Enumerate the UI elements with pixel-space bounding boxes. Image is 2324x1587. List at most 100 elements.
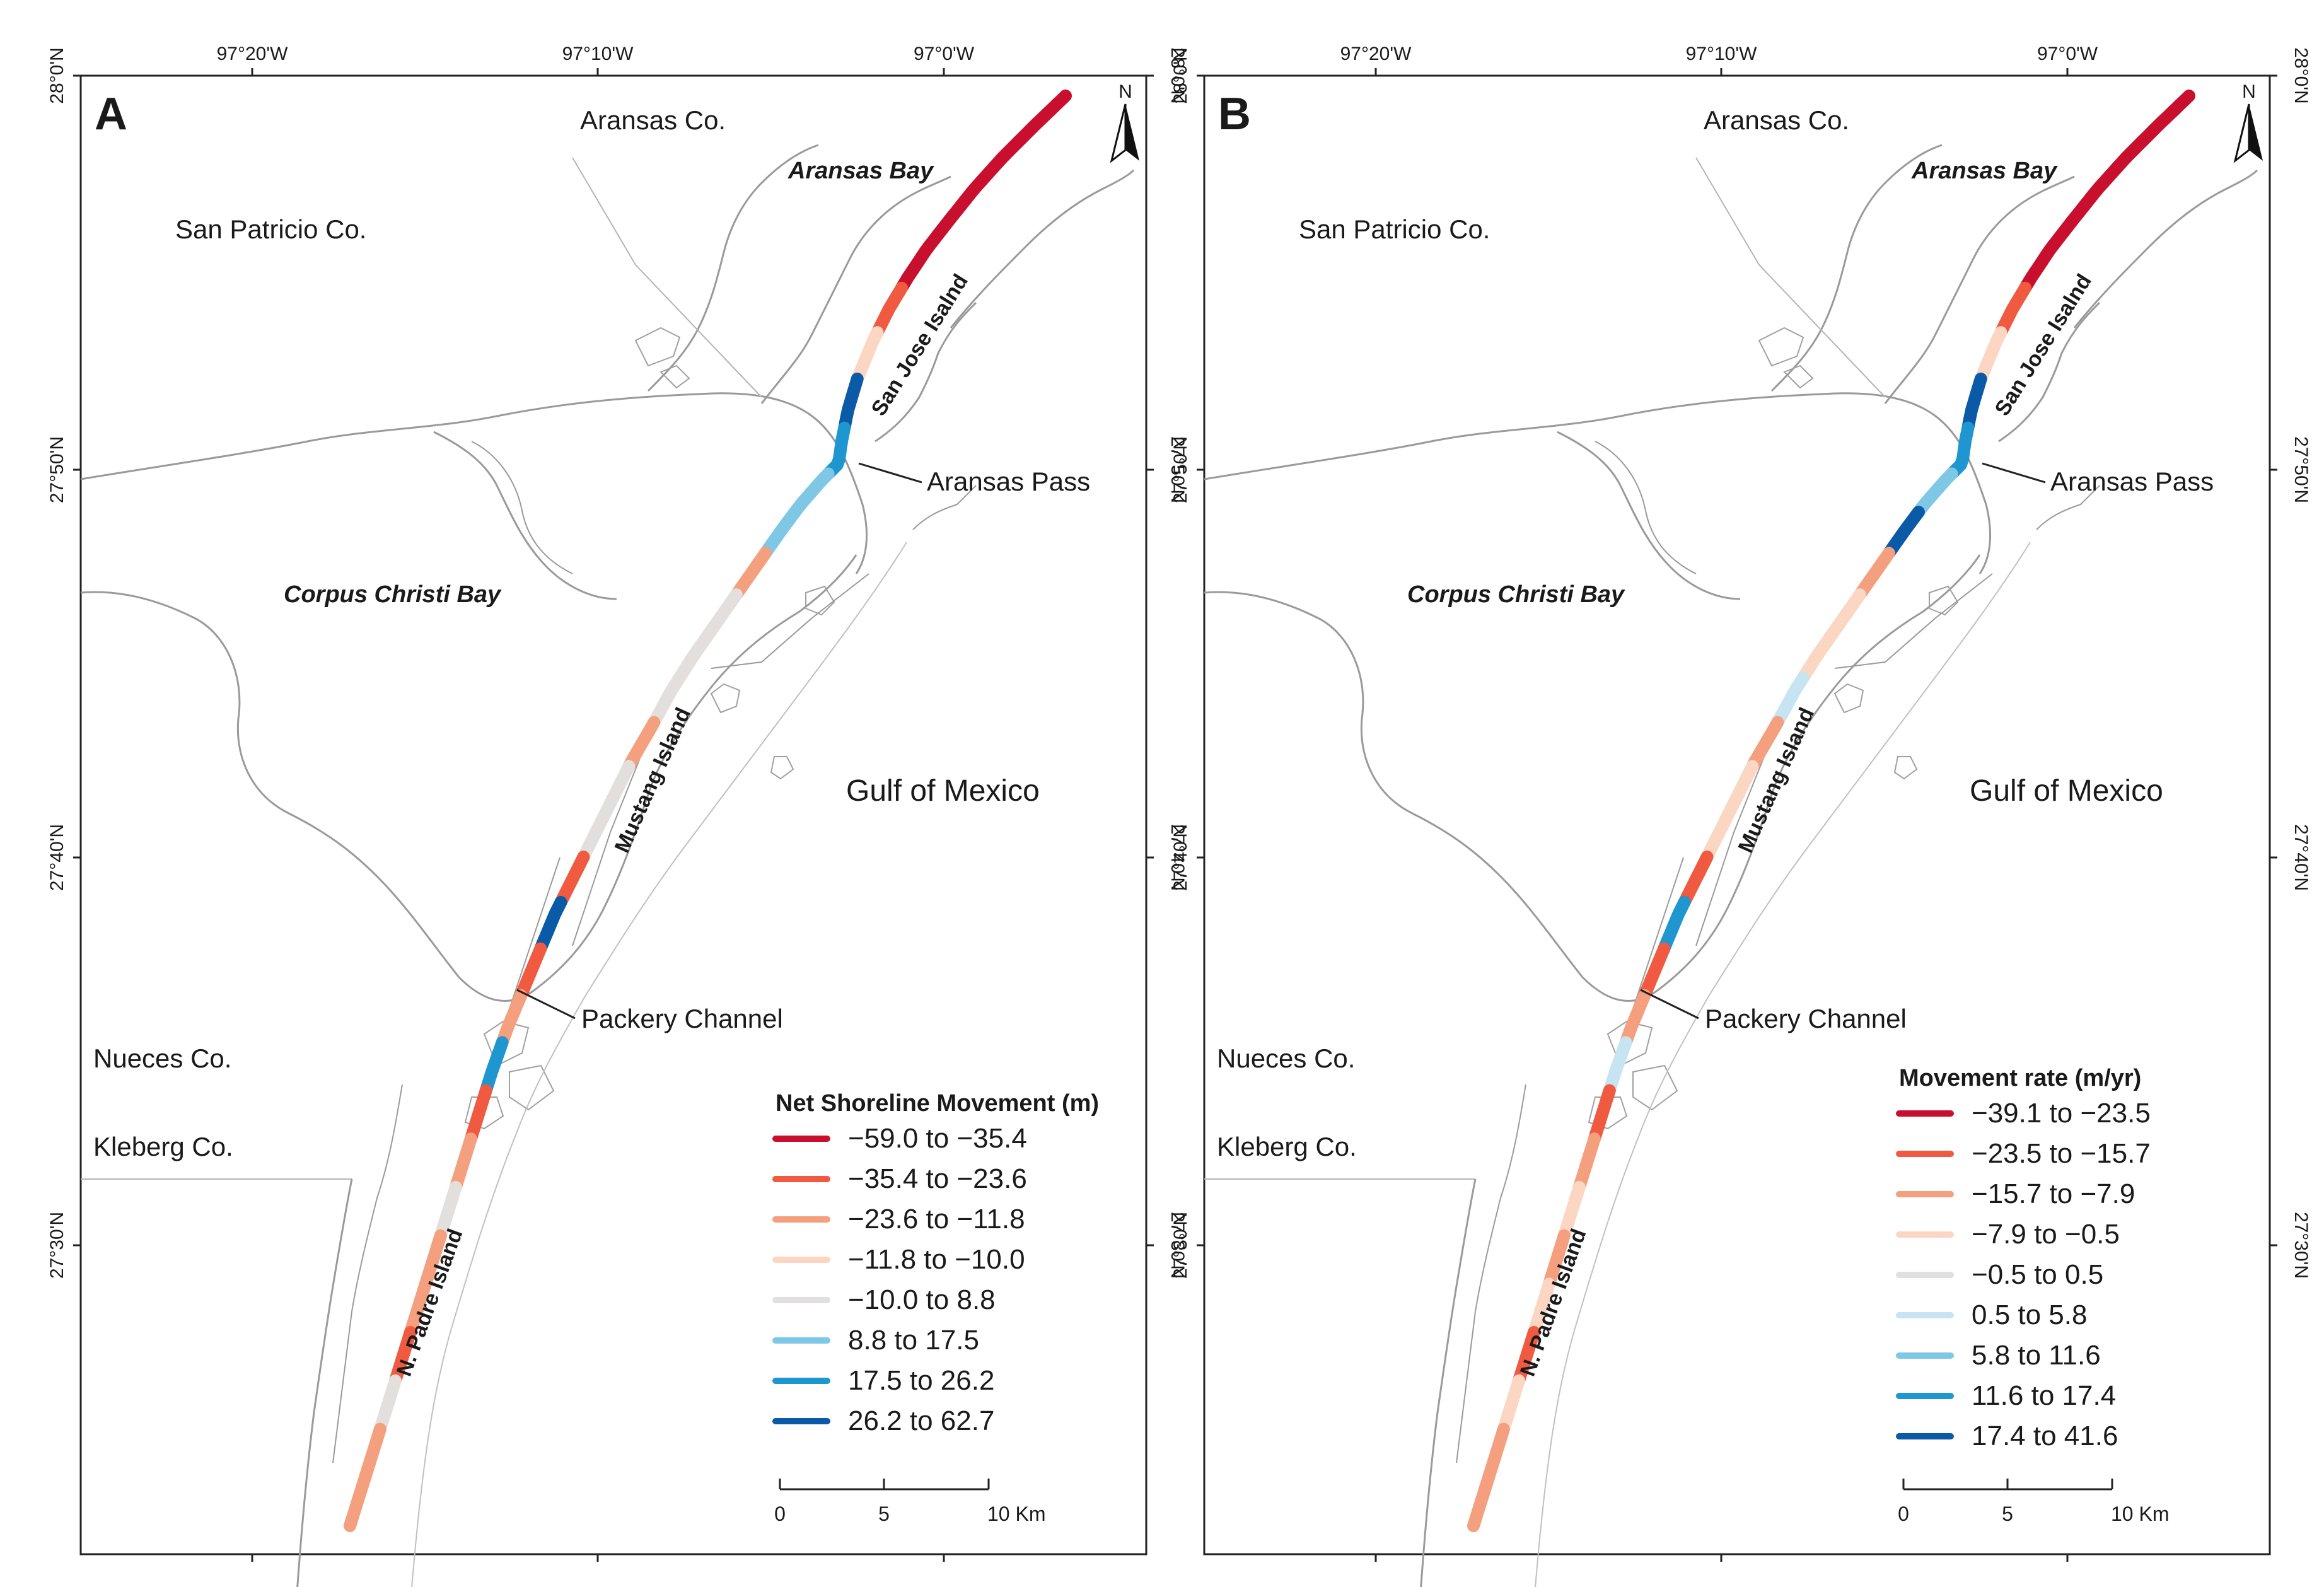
shoreline-segment: [359, 1422, 386, 1484]
shoreline-segment: [895, 239, 936, 294]
shoreline-segment: [1882, 506, 1925, 560]
y-tick-label-right: 27°50'N: [1167, 436, 1188, 503]
legend: Net Shoreline Movement (m) −59.0 to −35.4…: [772, 1090, 1099, 1436]
scale-bar-label: 0: [774, 1503, 786, 1525]
shoreline-segment: [404, 1277, 432, 1339]
label-aransas-county: Aransas Co.: [1704, 105, 1849, 135]
shoreline-segment: [600, 760, 636, 818]
shoreline-segment: [1746, 716, 1784, 773]
label-aransas-bay: Aransas Bay: [1911, 158, 2058, 184]
shoreline-segment: [1700, 805, 1736, 864]
shoreline-segment: [388, 1326, 417, 1387]
y-tick-label-right: 27°30'N: [1167, 1212, 1188, 1279]
x-tick-label: 97°0'W: [2037, 44, 2098, 64]
shoreline-segment: [923, 199, 967, 252]
shoreline-segment: [1482, 1422, 1510, 1484]
label-corpus-christi-bay: Corpus Christi Bay: [284, 581, 502, 608]
shoreline-segment: [577, 805, 613, 864]
shoreline-segment: [648, 671, 686, 729]
label-kleberg-county: Kleberg Co.: [93, 1132, 233, 1161]
shoreline-segment: [1512, 1326, 1540, 1387]
shoreline-segment: [2146, 90, 2195, 137]
panel-b: 97°20'W 97°10'W 97°0'W 28°0'N 28°0'N 27°50'N 2…: [1170, 44, 2311, 1587]
label-aransas-pass: Aransas Pass: [2050, 467, 2214, 496]
map-frame: [79, 74, 1147, 1555]
legend-item-label: −0.5 to 0.5: [1972, 1259, 2103, 1290]
y-tick-label-right: 27°40'N: [1167, 824, 1188, 891]
x-tick-label: 97°20'W: [1340, 44, 1412, 64]
x-tick-label: 97°20'W: [217, 44, 288, 64]
label-nueces-county: Nueces Co.: [1217, 1043, 1355, 1073]
y-tick-label-left: 27°30'N: [1170, 1212, 1191, 1279]
legend-item-label: −7.9 to −0.5: [1972, 1219, 2120, 1250]
shoreline-segment: [1974, 326, 2007, 385]
shoreline-segment: [622, 716, 661, 773]
y-tick-label-left: 27°40'N: [47, 824, 67, 891]
y-tick-label-right: 28°0'N: [1167, 47, 1188, 103]
y-tick-label-left: 28°0'N: [47, 47, 67, 103]
shoreline-segment: [1467, 1471, 1495, 1532]
shoreline-segment: [496, 989, 528, 1049]
y-tick-label-right: 28°0'N: [2291, 47, 2311, 103]
shoreline-segment: [1557, 1181, 1586, 1242]
legend: Movement rate (m/yr) −39.1 to −23.5 −23.5 …: [1896, 1065, 2151, 1451]
scale-bar: 0 5 10 Km: [774, 1479, 1045, 1525]
scale-bar-label: 5: [2002, 1503, 2013, 1525]
legend-item-label: 17.4 to 41.6: [1972, 1421, 2118, 1451]
north-arrow-icon: N: [1110, 81, 1139, 163]
shoreline-segment: [1678, 851, 1714, 909]
label-corpus-christi-bay: Corpus Christi Bay: [1407, 581, 1625, 608]
panel-letter: A: [95, 89, 127, 139]
leader-aransas-pass: [858, 462, 922, 484]
legend-item-label: −23.5 to −15.7: [1972, 1138, 2151, 1169]
legend-item-label: −11.8 to −10.0: [848, 1244, 1025, 1275]
legend-item-label: −39.1 to −23.5: [1972, 1098, 2151, 1129]
shoreline-segment: [1572, 1132, 1601, 1194]
shoreline-segment: [822, 421, 851, 480]
shoreline-segment: [851, 326, 884, 385]
shoreline-segment: [449, 1132, 477, 1194]
y-tick-label-left: 28°0'N: [1170, 47, 1191, 103]
shoreline-segment: [700, 588, 743, 642]
legend-item-label: 26.2 to 62.7: [848, 1405, 994, 1436]
shoreline-segment: [464, 1084, 492, 1146]
x-tick-label: 97°10'W: [1686, 44, 1757, 64]
shoreline-segment: [838, 373, 864, 434]
shoreline-segment: [1771, 671, 1810, 729]
shoreline-segment: [554, 851, 590, 909]
shoreline-segment: [1945, 421, 1975, 480]
panel-letter: B: [1218, 89, 1251, 139]
shoreline-segments: [1467, 90, 2195, 1532]
leader-packery-channel: [1640, 989, 1699, 1020]
label-packery-channel: Packery Channel: [1705, 1004, 1907, 1033]
legend-item-label: 5.8 to 11.6: [1972, 1340, 2101, 1371]
shoreline-segment: [2047, 199, 2091, 252]
leader-packery-channel: [516, 989, 576, 1020]
north-arrow-icon: N: [2233, 81, 2263, 163]
label-aransas-pass: Aransas Pass: [927, 467, 1090, 496]
shoreline-segment: [1994, 281, 2031, 339]
scale-bar-label: 5: [878, 1503, 890, 1525]
shoreline-segment: [1796, 630, 1837, 685]
shoreline-segment: [2077, 161, 2124, 212]
legend-item-label: −23.6 to −11.8: [848, 1204, 1025, 1235]
legend-item-label: −59.0 to −35.4: [848, 1123, 1027, 1154]
shoreline-segment: [514, 942, 547, 1002]
shoreline-segment: [434, 1181, 462, 1242]
shoreline-segment: [1912, 467, 1958, 519]
y-tick-label-right: 27°40'N: [2291, 824, 2311, 891]
legend-item-label: 11.6 to 17.4: [1972, 1380, 2116, 1411]
shoreline-segment: [1658, 896, 1691, 955]
shoreline-segment: [1961, 373, 1987, 434]
shoreline-segment: [1588, 1084, 1616, 1146]
shoreline-segment: [1853, 547, 1895, 602]
shoreline-segment: [1824, 588, 1866, 642]
shoreline-segment: [344, 1471, 371, 1532]
y-tick-label-right: 27°30'N: [2291, 1212, 2311, 1279]
legend-item-label: 8.8 to 17.5: [848, 1325, 979, 1356]
shoreline-segment: [758, 506, 801, 560]
scale-bar-label: 10 Km: [2111, 1503, 2169, 1525]
y-tick-label-right: 27°50'N: [2291, 436, 2311, 503]
scale-bar-label: 0: [1898, 1503, 1909, 1525]
